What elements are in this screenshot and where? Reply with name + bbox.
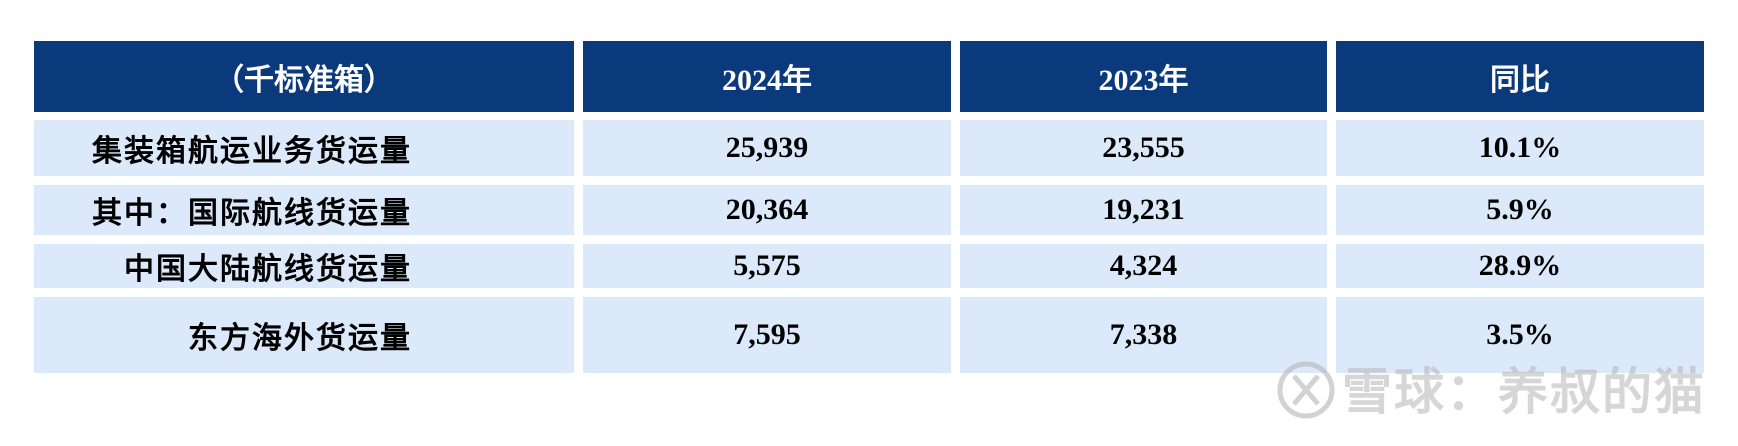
row-label: 其中：国际航线货运量 (34, 185, 574, 235)
cell: 19,231 (960, 185, 1327, 235)
watermark: 雪球：养叔的猫 (1342, 363, 1706, 421)
cell: 20,364 (583, 185, 951, 235)
row-label: 东方海外货运量 (34, 297, 574, 373)
cell: 7,338 (960, 297, 1327, 373)
cell: 10.1% (1336, 120, 1704, 176)
cell: 3.5% (1336, 297, 1704, 373)
header-cell: 2024年 (583, 41, 951, 112)
row-label: 集装箱航运业务货运量 (34, 120, 574, 176)
cell: 4,324 (960, 244, 1327, 288)
cell: 5.9% (1336, 185, 1704, 235)
cell: 5,575 (583, 244, 951, 288)
watermark-logo (1277, 361, 1335, 419)
cell: 23,555 (960, 120, 1327, 176)
cell: 25,939 (583, 120, 951, 176)
cell: 7,595 (583, 297, 951, 373)
header-cell: （千标准箱） (34, 41, 574, 112)
row-label: 中国大陆航线货运量 (34, 244, 574, 288)
header-cell: 2023年 (960, 41, 1327, 112)
header-cell: 同比 (1336, 41, 1704, 112)
cell: 28.9% (1336, 244, 1704, 288)
